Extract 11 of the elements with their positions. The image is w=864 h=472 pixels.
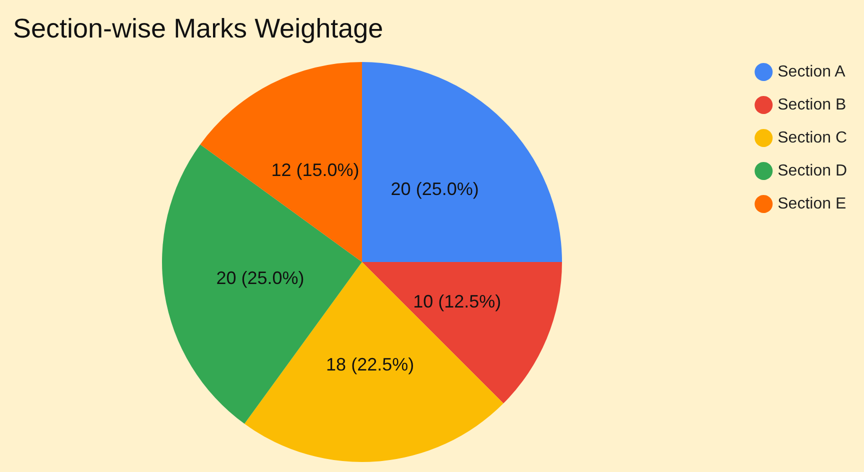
data-label: 12 (15.0%) — [271, 160, 360, 180]
data-label: 10 (12.5%) — [413, 291, 502, 312]
legend-label: Section A — [778, 64, 846, 80]
legend-label: Section C — [778, 130, 848, 146]
legend-label: Section B — [778, 96, 846, 114]
data-label: 18 (22.5%) — [326, 354, 414, 375]
data-label: 20 (25.0%) — [216, 268, 304, 288]
legend-label: Section D — [778, 162, 848, 180]
data-label: 20 (25.0%) — [390, 179, 479, 200]
legend-label: Section E — [778, 196, 846, 212]
chart-title: Section-wise Marks Weightage — [13, 14, 384, 44]
